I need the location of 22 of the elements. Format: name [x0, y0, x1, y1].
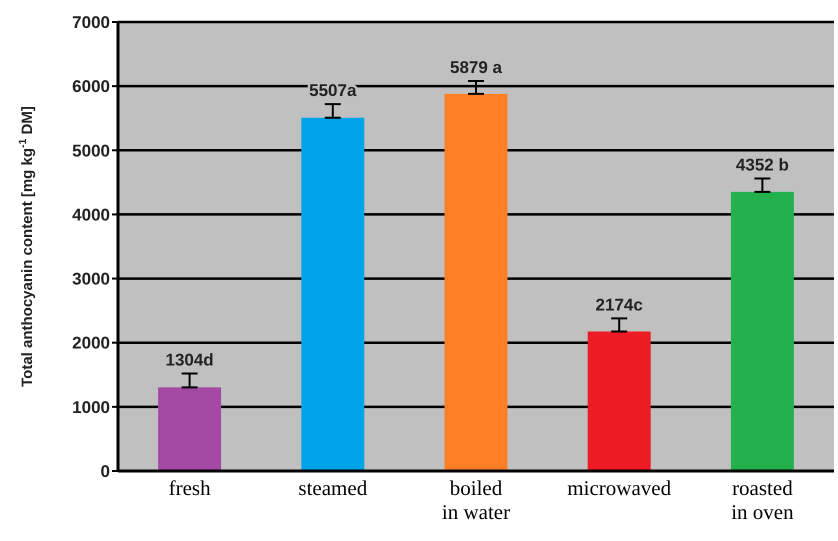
bar: [158, 387, 222, 471]
x-tick-label: roasted in oven: [731, 476, 794, 524]
data-label: 2174c: [596, 295, 643, 314]
x-tick-label: steamed: [298, 476, 368, 500]
bar: [588, 332, 651, 471]
x-tick-label: fresh: [168, 476, 212, 500]
bar: [301, 118, 364, 471]
y-tick-label: 7000: [72, 13, 110, 32]
y-tick-label: 0: [100, 462, 110, 482]
data-label: 1304d: [165, 350, 214, 370]
y-tick-label: 4000: [72, 205, 110, 224]
y-tick-label: 3000: [72, 270, 110, 289]
y-tick-label: 2000: [72, 334, 110, 353]
x-tick-label: microwaved: [567, 476, 672, 500]
bar: [730, 192, 794, 471]
y-tick-label: 1000: [72, 398, 110, 417]
data-label: 4352 b: [736, 156, 789, 175]
y-tick-label: 6000: [72, 77, 110, 96]
y-tick-label: 5000: [72, 141, 110, 160]
data-label: 5879 a: [450, 58, 503, 78]
x-tick-label: boiled in water: [442, 476, 510, 524]
bar: [444, 94, 508, 471]
